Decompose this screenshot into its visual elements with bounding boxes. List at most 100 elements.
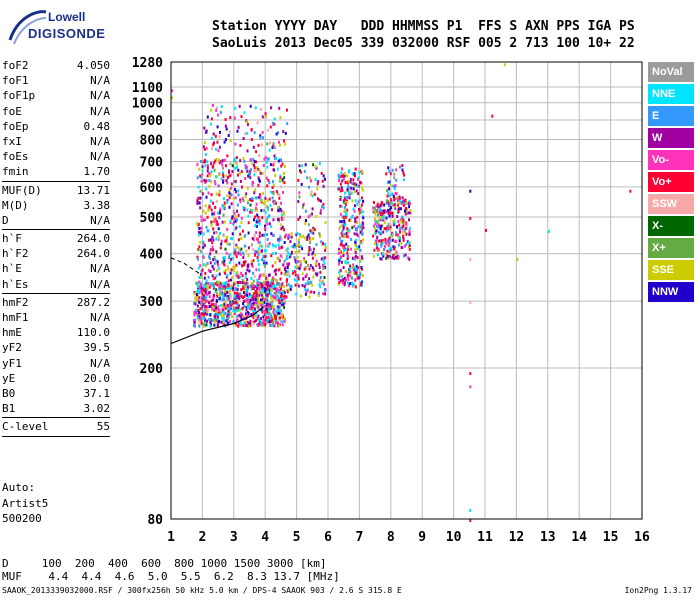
echo-point (376, 235, 379, 239)
echo-point (240, 237, 243, 240)
x-tick-label: 7 (355, 530, 363, 545)
echo-point (273, 277, 276, 281)
param-value: N/A (90, 356, 110, 370)
echo-point (272, 200, 275, 204)
echo-point (391, 232, 394, 236)
echo-point (255, 206, 257, 210)
echo-point (286, 266, 289, 269)
param-value: N/A (90, 311, 110, 324)
echo-point (254, 224, 257, 228)
echo-point (299, 235, 302, 238)
echo-point (207, 191, 210, 195)
y-tick-label: 1280 (132, 56, 163, 71)
echo-point (346, 195, 349, 199)
echo-point (281, 294, 284, 298)
echo-point (390, 234, 393, 238)
echo-point (359, 231, 362, 234)
echo-point (228, 294, 231, 298)
echo-point (215, 106, 218, 110)
echo-point (206, 310, 208, 314)
echo-point (271, 282, 274, 286)
echo-point (305, 273, 308, 277)
echo-point (374, 210, 377, 214)
echo-point (242, 279, 245, 283)
echo-point (304, 287, 307, 291)
echo-point (377, 247, 380, 251)
echo-point (322, 263, 324, 267)
echo-point (271, 251, 274, 255)
echo-point (310, 231, 313, 234)
echo-point (318, 262, 321, 266)
echo-point (212, 227, 215, 231)
echo-point (393, 218, 396, 222)
echo-point (222, 316, 225, 320)
echo-point (404, 198, 407, 202)
echo-point (240, 247, 243, 251)
echo-point (405, 207, 408, 211)
echo-point (226, 200, 229, 204)
echo-point (252, 145, 255, 149)
echo-point (212, 296, 215, 300)
param-value: N/A (90, 89, 110, 103)
echo-point (257, 143, 260, 147)
echo-point (380, 211, 383, 215)
echo-point (376, 220, 379, 224)
echo-point (374, 226, 376, 230)
echo-point (258, 277, 261, 280)
echo-point (218, 216, 220, 219)
echo-point (267, 215, 269, 219)
echo-point (308, 277, 311, 281)
echo-point (279, 158, 282, 161)
echo-point (307, 280, 310, 284)
echo-point (226, 314, 229, 318)
echo-point (267, 305, 270, 308)
echo-point (373, 248, 376, 252)
echo-point (234, 106, 237, 110)
echo-point (211, 241, 214, 245)
echo-point (388, 223, 391, 227)
echo-point (228, 242, 231, 246)
legend-item-ssw: SSW (648, 194, 694, 214)
echo-point (358, 276, 361, 280)
echo-point (273, 291, 276, 295)
echo-point (339, 255, 342, 259)
y-tick-label: 1000 (132, 97, 163, 112)
echo-point (260, 323, 263, 327)
echo-point (264, 211, 267, 214)
echo-point (320, 257, 323, 261)
echo-point (255, 300, 258, 304)
echo-point (199, 315, 202, 319)
echo-point (391, 192, 394, 196)
echo-point (237, 308, 240, 312)
echo-point (216, 283, 219, 287)
echo-point (323, 276, 326, 279)
echo-point (348, 196, 351, 200)
echo-point (200, 321, 203, 325)
echo-point (354, 243, 357, 247)
echo-point (305, 219, 307, 222)
echo-point (337, 173, 340, 177)
echo-point (309, 264, 312, 267)
echo-point (349, 274, 352, 278)
echo-point (286, 122, 289, 126)
echo-point (375, 204, 378, 208)
echo-point (217, 305, 220, 309)
echo-point (220, 314, 223, 318)
echo-point (388, 239, 391, 243)
echo-point (233, 297, 236, 301)
echo-point (199, 206, 202, 210)
echo-point (277, 209, 280, 213)
echo-point (271, 318, 274, 322)
echo-point (321, 205, 324, 208)
echo-point (388, 247, 391, 251)
echo-point (229, 139, 232, 142)
echo-point (339, 186, 342, 190)
echo-point (354, 174, 356, 178)
echo-point (303, 284, 306, 288)
echo-point (343, 233, 346, 236)
echo-point (403, 228, 406, 232)
echo-point (198, 248, 201, 252)
echo-point (344, 197, 346, 201)
echo-point (355, 227, 358, 231)
echo-point (341, 229, 344, 233)
